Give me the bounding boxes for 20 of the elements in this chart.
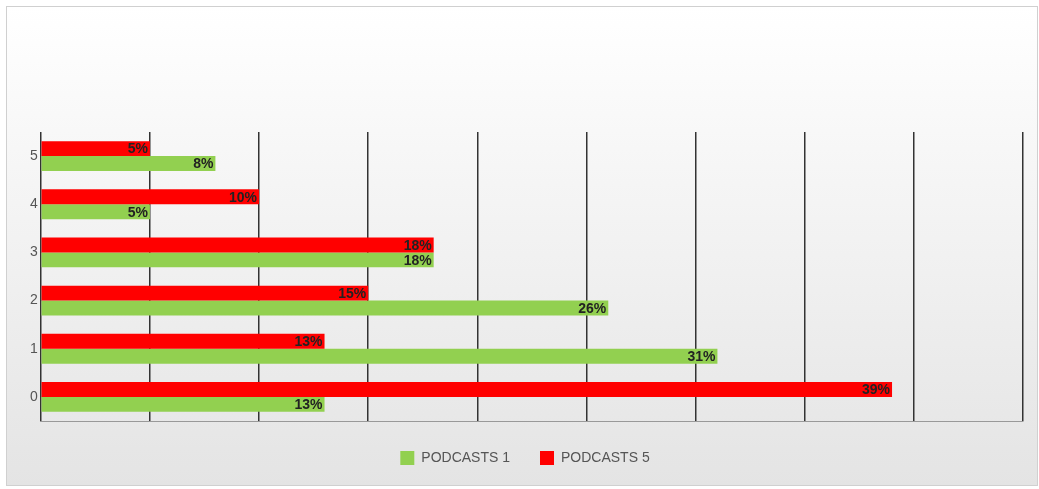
- data-label: 5%: [127, 203, 149, 220]
- data-label: 13%: [294, 396, 324, 413]
- data-label: 39%: [862, 381, 891, 398]
- data-label: 10%: [229, 188, 258, 205]
- data-label: 8%: [193, 155, 214, 172]
- y-tick-label: 0: [29, 387, 38, 404]
- y-tick-label: 4: [29, 195, 38, 212]
- data-label: 15%: [338, 284, 367, 301]
- data-label: 18%: [403, 236, 433, 253]
- data-label: 13%: [294, 333, 324, 350]
- y-tick-label: 5: [29, 146, 38, 163]
- y-tick-label: 2: [29, 291, 38, 308]
- data-label: 18%: [403, 251, 433, 268]
- data-label: 31%: [687, 348, 716, 365]
- y-tick-label: 1: [29, 339, 38, 356]
- legend-label: PODCASTS 5: [561, 448, 650, 465]
- data-label: 26%: [578, 299, 607, 316]
- data-label: 5%: [127, 140, 149, 157]
- legend-label: PODCASTS 1: [421, 448, 511, 465]
- y-tick-label: 3: [29, 243, 38, 260]
